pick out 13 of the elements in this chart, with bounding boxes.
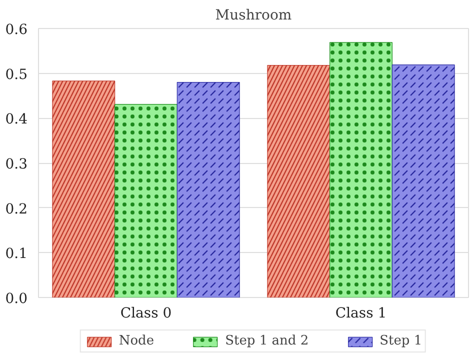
legend-label: Step 1 bbox=[380, 334, 422, 348]
legend-label: Node bbox=[118, 334, 154, 348]
y-tick-label: 0.0 bbox=[5, 291, 28, 307]
y-tick-label: 0.1 bbox=[5, 246, 28, 262]
y-tick-label: 0.2 bbox=[5, 201, 28, 218]
x-tick-label: Class 0 bbox=[120, 306, 172, 322]
x-tick-label: Class 1 bbox=[335, 306, 387, 322]
chart-title: Mushroom bbox=[215, 8, 292, 24]
y-tick-label: 0.3 bbox=[5, 156, 28, 172]
y-tick-label: 0.5 bbox=[5, 66, 28, 83]
y-tick-label: 0.4 bbox=[5, 112, 28, 128]
y-tick-label: 0.6 bbox=[5, 22, 28, 38]
legend-label: Step 1 and 2 bbox=[225, 334, 309, 348]
